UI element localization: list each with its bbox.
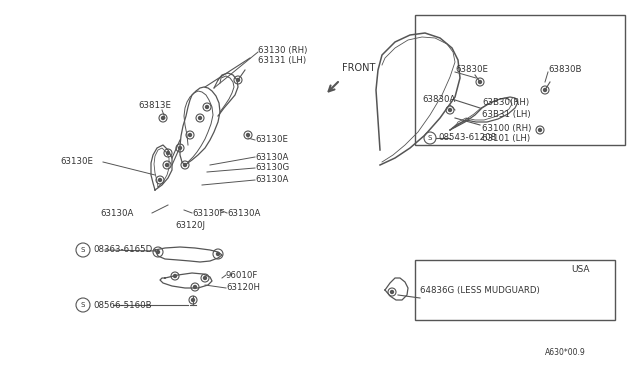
Bar [415,260,615,320]
Circle shape [246,134,250,137]
Text: 63B31 (LH): 63B31 (LH) [482,109,531,119]
Text: S: S [81,302,85,308]
Text: 63813E: 63813E [138,100,171,109]
Text: 63130A: 63130A [100,208,133,218]
Circle shape [205,106,209,109]
Text: 63130E: 63130E [255,135,288,144]
Text: S: S [81,247,85,253]
Text: 63100 (RH): 63100 (RH) [482,124,531,132]
Circle shape [449,109,451,112]
Text: 63130F: 63130F [192,208,225,218]
Circle shape [157,250,159,253]
Circle shape [216,253,220,256]
Text: 63130A: 63130A [255,176,289,185]
Circle shape [184,164,186,167]
Text: 63120J: 63120J [175,221,205,231]
Circle shape [237,78,239,81]
Circle shape [191,298,195,301]
Text: 08363-6165D: 08363-6165D [93,246,152,254]
Circle shape [173,275,177,278]
Text: 63101 (LH): 63101 (LH) [482,135,530,144]
Text: FRONT: FRONT [342,63,376,73]
Circle shape [543,89,547,92]
Circle shape [390,291,394,294]
Circle shape [538,128,541,131]
Bar [415,15,625,145]
Text: 08543-61208: 08543-61208 [438,134,496,142]
Text: S: S [428,135,432,141]
Text: 63830E: 63830E [455,65,488,74]
Circle shape [179,147,182,150]
Circle shape [193,285,196,289]
Text: 96010F: 96010F [226,270,259,279]
Text: A630*00.9: A630*00.9 [545,348,586,357]
Text: 63120H: 63120H [226,283,260,292]
Text: 63130E: 63130E [60,157,93,167]
Text: USA: USA [572,266,590,275]
Text: 63130A: 63130A [255,153,289,161]
Circle shape [479,80,481,83]
Text: 63130 (RH): 63130 (RH) [258,45,307,55]
Text: 63131 (LH): 63131 (LH) [258,57,306,65]
Circle shape [189,134,191,137]
Circle shape [166,151,170,154]
Circle shape [166,164,168,167]
Text: 63130G: 63130G [255,164,289,173]
Text: 63830A: 63830A [422,96,456,105]
Text: 63830B: 63830B [548,65,582,74]
Circle shape [161,116,164,119]
Text: 08566-5160B: 08566-5160B [93,301,152,310]
Circle shape [198,116,202,119]
Text: 63B30(RH): 63B30(RH) [482,99,529,108]
Text: 63130A: 63130A [227,208,260,218]
Circle shape [159,179,161,182]
Text: 64836G (LESS MUDGUARD): 64836G (LESS MUDGUARD) [420,285,540,295]
Circle shape [204,276,207,279]
